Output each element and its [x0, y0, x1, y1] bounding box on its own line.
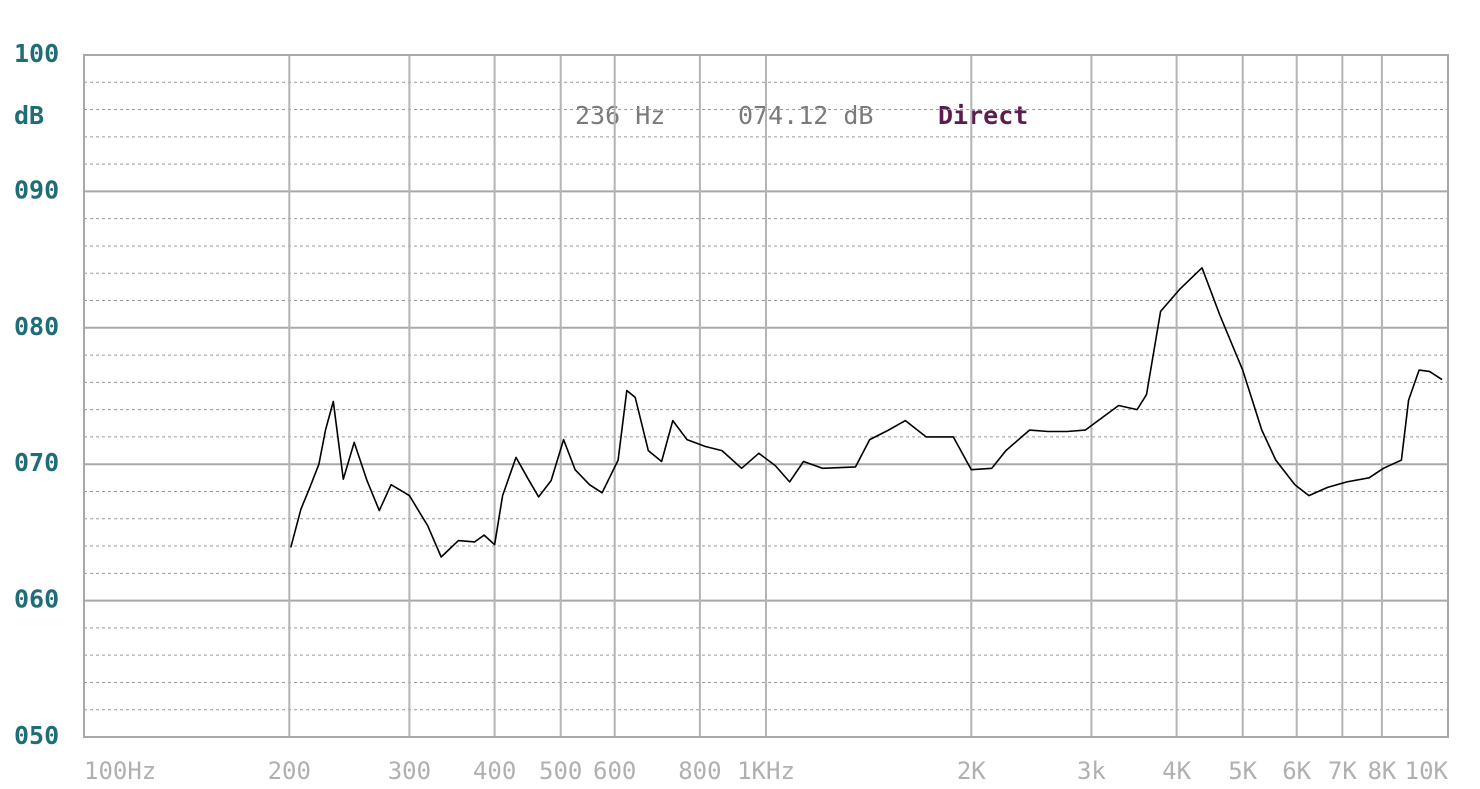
y-tick-label: 090 — [14, 175, 59, 204]
readout-mode: Direct — [938, 101, 1028, 130]
x-tick-label: 7K — [1328, 757, 1357, 785]
x-tick-label: 500 — [539, 757, 582, 785]
x-tick-label: 600 — [593, 757, 636, 785]
y-tick-label: 100 — [14, 39, 59, 68]
x-tick-label: 3k — [1077, 757, 1106, 785]
x-tick-label: 8K — [1367, 757, 1396, 785]
x-tick-label: 6K — [1282, 757, 1311, 785]
x-tick-label: 300 — [388, 757, 431, 785]
y-axis-label: dB — [14, 101, 44, 130]
response-curve — [290, 267, 1443, 558]
y-tick-label: 060 — [14, 585, 59, 614]
x-tick-label: 200 — [268, 757, 311, 785]
x-tick-label: 10K — [1405, 757, 1449, 785]
y-tick-label: 070 — [14, 448, 59, 477]
readout-level: 074.12 dB — [738, 101, 873, 130]
x-tick-label: 5K — [1228, 757, 1257, 785]
readout-frequency: 236 Hz — [575, 101, 665, 130]
x-tick-label: 1KHz — [737, 757, 795, 785]
x-tick-label: 100Hz — [84, 757, 156, 785]
x-tick-label: 400 — [473, 757, 516, 785]
y-tick-label: 080 — [14, 312, 59, 341]
x-tick-label: 2K — [957, 757, 986, 785]
y-tick-label: 050 — [14, 721, 59, 750]
plot-frame — [83, 54, 1449, 738]
x-tick-label: 800 — [678, 757, 721, 785]
x-tick-label: 4K — [1162, 757, 1191, 785]
